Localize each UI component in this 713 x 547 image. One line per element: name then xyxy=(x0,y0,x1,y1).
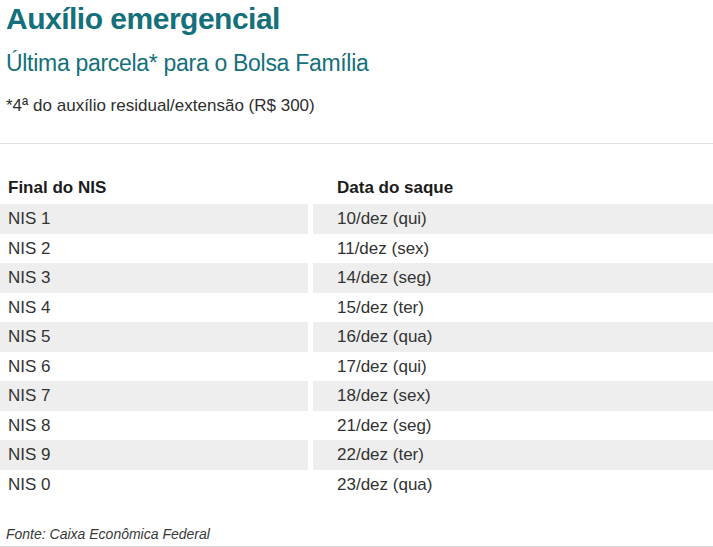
date-cell: 16/dez (qua) xyxy=(313,322,713,352)
nis-cell: NIS 1 xyxy=(0,204,308,234)
horizontal-divider xyxy=(0,143,713,144)
payment-schedule-table: Final do NIS Data do saque NIS 1 10/dez … xyxy=(0,176,713,499)
masthead: Auxílio emergencial Última parcela* para… xyxy=(0,3,713,116)
nis-cell: NIS 2 xyxy=(0,234,308,264)
page-subtitle: Última parcela* para o Bolsa Família xyxy=(6,50,713,76)
table-row: NIS 5 16/dez (qua) xyxy=(0,322,713,352)
nis-cell: NIS 7 xyxy=(0,381,308,411)
column-header-date: Data do saque xyxy=(313,176,713,200)
column-header-nis: Final do NIS xyxy=(0,176,308,200)
page-title: Auxílio emergencial xyxy=(6,3,713,35)
date-cell: 15/dez (ter) xyxy=(313,293,713,323)
infographic-page: Auxílio emergencial Última parcela* para… xyxy=(0,0,713,547)
date-cell: 21/dez (seg) xyxy=(313,411,713,441)
date-cell: 23/dez (qua) xyxy=(313,470,713,500)
date-cell: 17/dez (qui) xyxy=(313,352,713,382)
table-row: NIS 1 10/dez (qui) xyxy=(0,204,713,234)
nis-cell: NIS 6 xyxy=(0,352,308,382)
nis-cell: NIS 4 xyxy=(0,293,308,323)
table-row: NIS 9 22/dez (ter) xyxy=(0,440,713,470)
table-body: NIS 1 10/dez (qui) NIS 2 11/dez (sex) NI… xyxy=(0,204,713,499)
nis-cell: NIS 5 xyxy=(0,322,308,352)
table-row: NIS 4 15/dez (ter) xyxy=(0,293,713,323)
nis-cell: NIS 9 xyxy=(0,440,308,470)
date-cell: 11/dez (sex) xyxy=(313,234,713,264)
date-cell: 18/dez (sex) xyxy=(313,381,713,411)
table-row: NIS 2 11/dez (sex) xyxy=(0,234,713,264)
table-header-row: Final do NIS Data do saque xyxy=(0,176,713,200)
footnote-text: *4ª do auxílio residual/extensão (R$ 300… xyxy=(6,96,713,116)
date-cell: 10/dez (qui) xyxy=(313,204,713,234)
table-row: NIS 0 23/dez (qua) xyxy=(0,470,713,500)
table-row: NIS 6 17/dez (qui) xyxy=(0,352,713,382)
table-row: NIS 3 14/dez (seg) xyxy=(0,263,713,293)
date-cell: 22/dez (ter) xyxy=(313,440,713,470)
source-credit: Fonte: Caixa Econômica Federal xyxy=(0,525,713,543)
nis-cell: NIS 3 xyxy=(0,263,308,293)
table-row: NIS 8 21/dez (seg) xyxy=(0,411,713,441)
nis-cell: NIS 8 xyxy=(0,411,308,441)
table-row: NIS 7 18/dez (sex) xyxy=(0,381,713,411)
date-cell: 14/dez (seg) xyxy=(313,263,713,293)
nis-cell: NIS 0 xyxy=(0,470,308,500)
